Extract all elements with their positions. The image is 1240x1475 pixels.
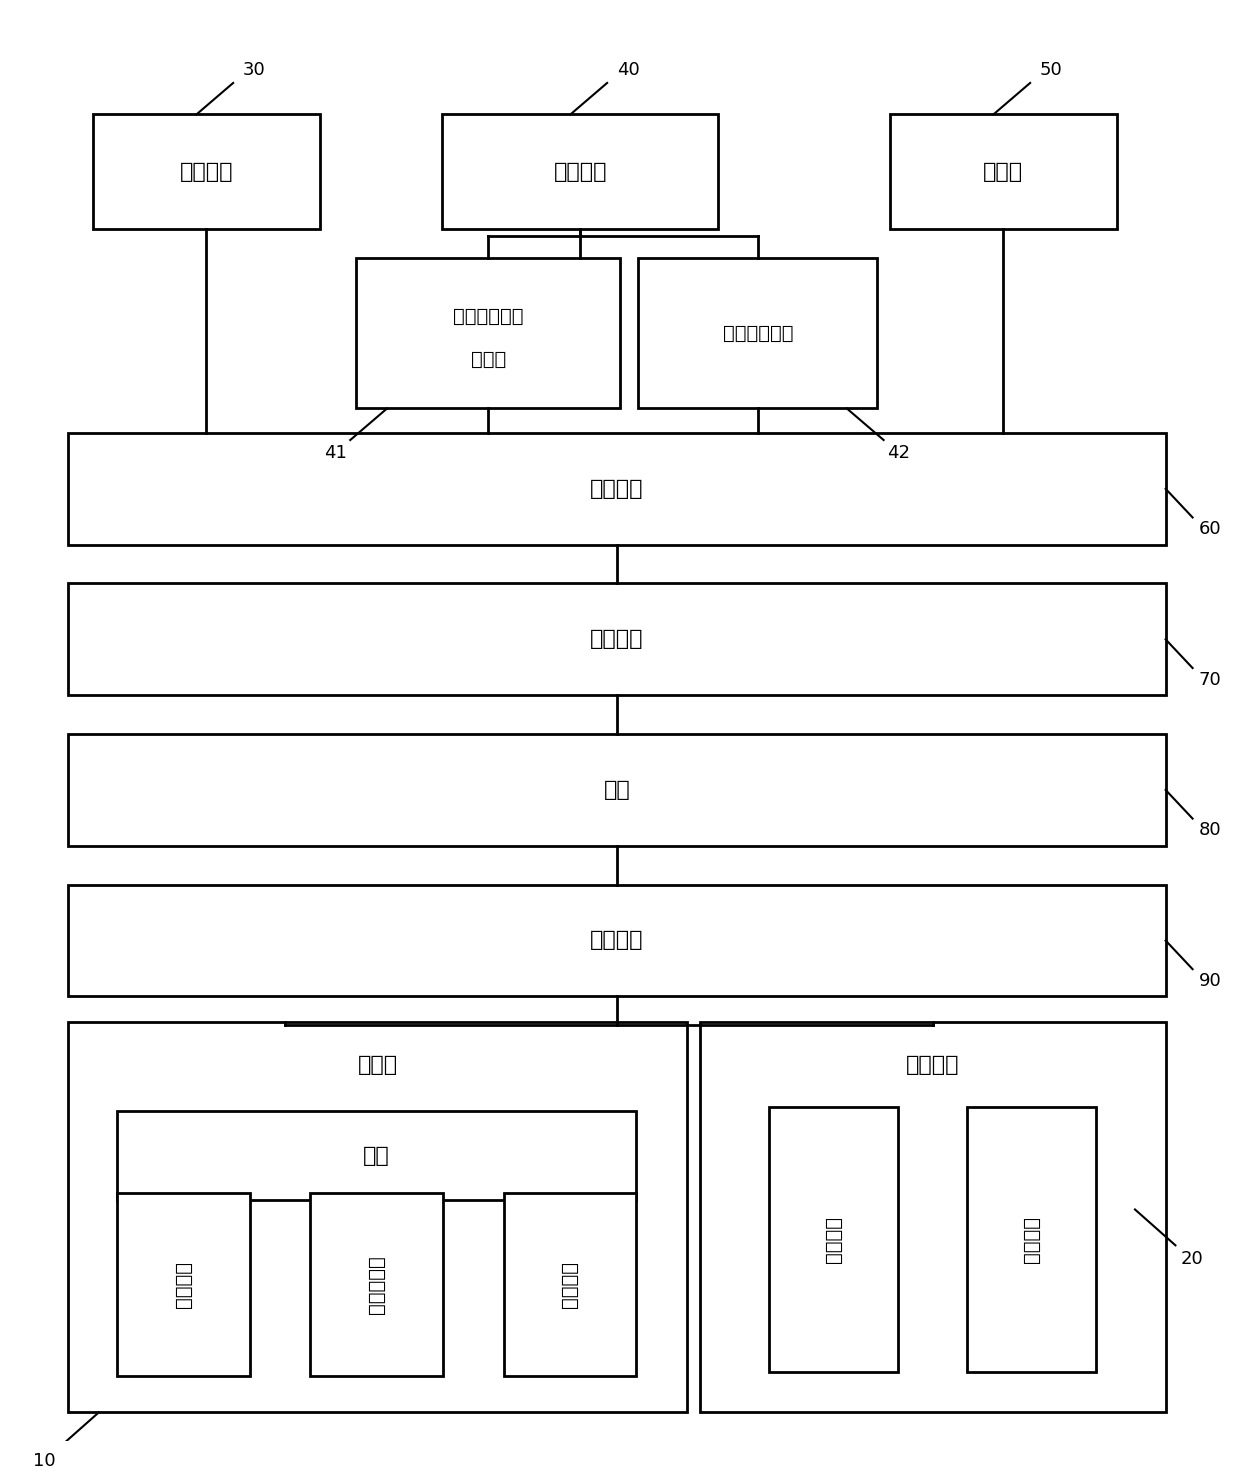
Bar — [118, 1111, 636, 1201]
Text: 瞳移动轨迹: 瞳移动轨迹 — [367, 1255, 386, 1314]
Text: 信号分析: 信号分析 — [590, 630, 644, 649]
Text: 30: 30 — [243, 60, 265, 78]
Text: 判断: 判断 — [604, 780, 630, 799]
Text: 表情数据: 表情数据 — [825, 1215, 843, 1263]
Bar — [769, 1106, 898, 1372]
Text: 供电单元: 供电单元 — [180, 162, 233, 181]
Text: 授权单元: 授权单元 — [553, 162, 606, 181]
Bar — [118, 1193, 249, 1376]
Bar — [68, 885, 1166, 997]
Bar — [890, 115, 1116, 229]
Text: 80: 80 — [1199, 822, 1221, 839]
Bar — [503, 1193, 636, 1376]
Bar — [310, 1193, 443, 1376]
Bar — [443, 115, 718, 229]
Bar — [356, 258, 620, 409]
Text: 41: 41 — [324, 444, 346, 462]
Text: 60: 60 — [1199, 521, 1221, 538]
Bar — [68, 735, 1166, 845]
Text: 主信号: 主信号 — [358, 1055, 398, 1075]
Text: 语音语调: 语音语调 — [1022, 1215, 1042, 1263]
Text: 90: 90 — [1199, 972, 1221, 990]
Text: 前置摄像头与: 前置摄像头与 — [453, 307, 523, 326]
Bar — [639, 258, 878, 409]
Text: 10: 10 — [33, 1453, 56, 1471]
Text: 计时器: 计时器 — [983, 162, 1023, 181]
Text: 20: 20 — [1180, 1249, 1203, 1267]
Text: 眨眼频率: 眨眼频率 — [174, 1261, 193, 1308]
Text: 辅助信号: 辅助信号 — [906, 1055, 960, 1075]
Text: 信号存储: 信号存储 — [590, 931, 644, 950]
Text: 瞳孔缩放: 瞳孔缩放 — [560, 1261, 579, 1308]
Text: 麦克风: 麦克风 — [470, 350, 506, 369]
Text: 当前占用页面: 当前占用页面 — [723, 323, 794, 342]
Text: 50: 50 — [1040, 60, 1063, 78]
Bar — [68, 1022, 687, 1412]
Text: 40: 40 — [618, 60, 640, 78]
Bar — [68, 584, 1166, 695]
Text: 瞳距: 瞳距 — [363, 1146, 391, 1165]
Bar — [699, 1022, 1166, 1412]
Bar — [967, 1106, 1096, 1372]
Text: 42: 42 — [888, 444, 910, 462]
Text: 70: 70 — [1199, 671, 1221, 689]
Bar — [68, 432, 1166, 544]
Text: 信号采集: 信号采集 — [590, 479, 644, 499]
Bar — [93, 115, 320, 229]
